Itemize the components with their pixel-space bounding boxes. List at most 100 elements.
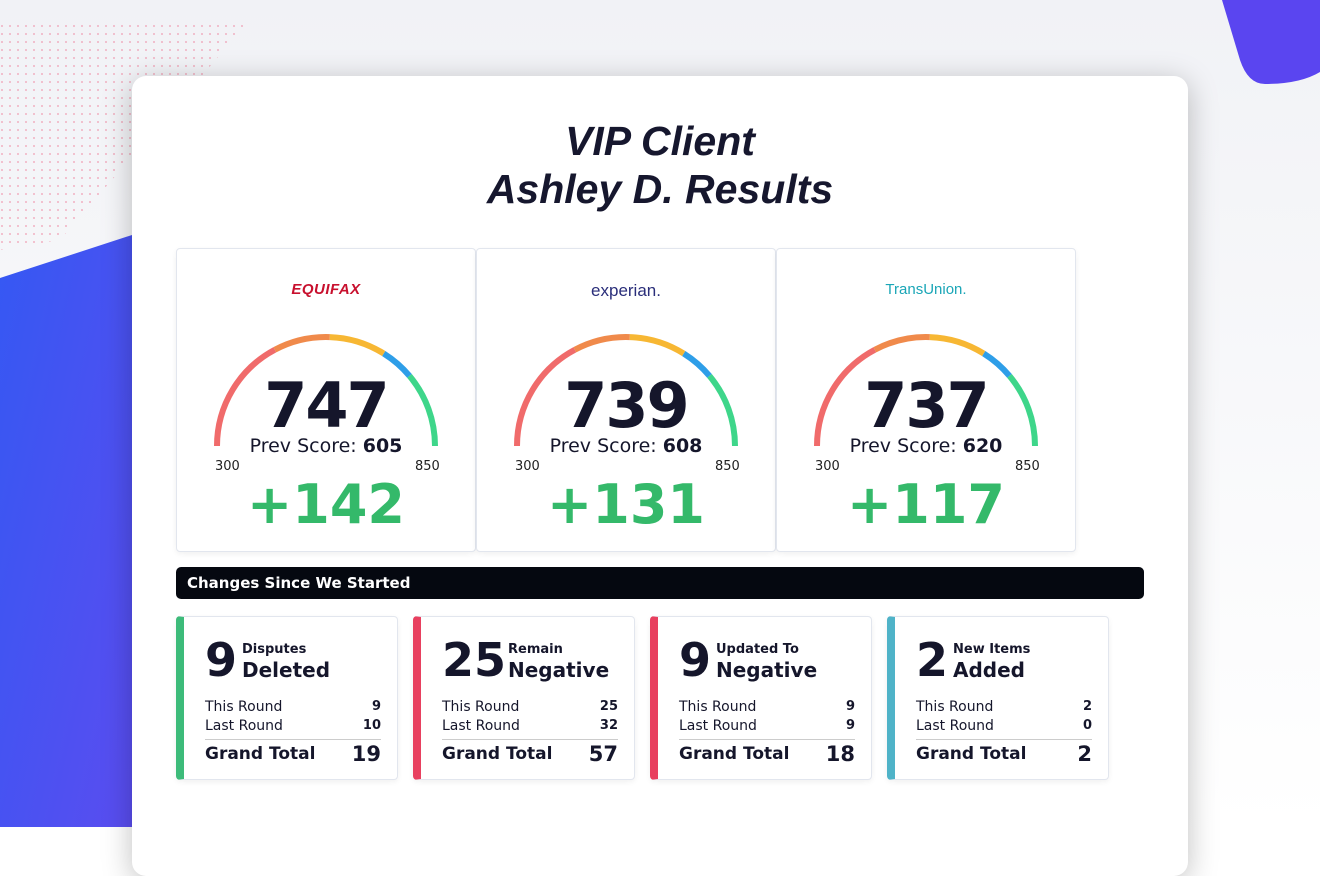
total-label: Grand Total [679,744,790,764]
gauge-segment [1007,374,1038,447]
total-value: 19 [351,742,381,766]
round-row: This Round 25 [442,699,618,715]
bureau-card: EQUIFAX 747 Prev Score: 605 300 850 +142 [176,248,476,552]
score: 737 [864,369,989,442]
page: VIP Client Ashley D. Results EQUIFAX 747 P… [0,0,1320,827]
prev-label: Prev Score: [549,435,657,457]
gauge [814,334,1038,447]
total-label: Grand Total [442,744,553,764]
separator [205,739,381,740]
grand-total: Grand Total 19 [205,742,381,766]
gauge-segment [514,347,577,447]
round-row: Last Round 9 [679,718,855,734]
gauge [514,334,738,447]
bureau-logo: EQUIFAX [291,281,361,298]
label-top: Disputes [242,642,307,657]
total-label: Grand Total [916,744,1027,764]
row-label: This Round [679,699,757,715]
separator [442,739,618,740]
bureau-logo: experian. [591,281,661,300]
label-main: Negative [716,658,818,682]
range-min: 300 [215,459,240,474]
row-label: Last Round [205,718,283,734]
label-top: Updated To [716,642,799,657]
range-min: 300 [515,459,540,474]
prev-value: 620 [962,435,1003,457]
gauge-segment [573,334,630,353]
prev-label: Prev Score: [249,435,357,457]
change-card: 2 New Items Added This Round 2 Last Round 0 Gra… [887,616,1109,780]
total-label: Grand Total [205,744,316,764]
range-max: 850 [1015,459,1040,474]
grand-total: Grand Total 2 [916,742,1092,766]
row-label: Last Round [916,718,994,734]
change-count: 9 [205,633,238,687]
prev-value: 605 [362,435,403,457]
label-main: Deleted [242,658,331,682]
range-max: 850 [415,459,440,474]
change-count: 9 [679,633,712,687]
separator [679,739,855,740]
label-main: Added [953,658,1025,682]
range-max: 850 [715,459,740,474]
round-row: Last Round 0 [916,718,1092,734]
row-value: 9 [845,699,855,714]
gauge-segment [214,347,277,447]
total-value: 2 [1077,742,1092,766]
gauge-segment [407,374,438,447]
row-value: 32 [599,718,618,733]
gauge-segment [814,347,877,447]
grand-total: Grand Total 18 [679,742,855,766]
gauge-segment [382,351,412,378]
row-value: 25 [599,699,618,714]
label-top: New Items [953,642,1031,657]
gauge [214,334,438,447]
row-value: 10 [362,718,381,733]
prev-score: Prev Score: 608 [477,435,775,457]
score-change: +131 [547,473,705,536]
row-label: This Round [916,699,994,715]
round-row: This Round 2 [916,699,1092,715]
gauge-segment [982,351,1012,378]
total-value: 57 [588,742,618,766]
score: 739 [564,369,689,442]
gauge-segment [329,334,386,357]
prev-label: Prev Score: [849,435,957,457]
separator [916,739,1092,740]
row-label: This Round [442,699,520,715]
gauge-segment [707,374,738,447]
change-count: 2 [916,633,949,687]
title: VIP Client [565,118,755,164]
score: 747 [264,369,389,442]
range-min: 300 [815,459,840,474]
gauge-segment [629,334,686,357]
gauge-segment [929,334,986,357]
title: Ashley D. Results [486,166,834,212]
row-value: 9 [845,718,855,733]
gauge-segment [873,334,930,353]
row-label: Last Round [679,718,757,734]
label-top: Remain [508,642,563,657]
gauge-segment [682,351,712,378]
gauge-segment [273,334,330,353]
change-card: 9 Disputes Deleted This Round 9 Last Round 10 G… [176,616,398,780]
round-row: Last Round 32 [442,718,618,734]
change-card: 25 Remain Negative This Round 25 Last Round 32… [413,616,635,780]
row-value: 2 [1082,699,1092,714]
row-label: Last Round [442,718,520,734]
bureau-logo: TransUnion. [885,281,967,298]
round-row: This Round 9 [679,699,855,715]
section-bar: Changes Since We Started [176,567,1144,599]
row-label: This Round [205,699,283,715]
row-value: 0 [1082,718,1092,733]
label-main: Negative [508,658,610,682]
score-change: +142 [247,473,405,536]
results-panel: VIP Client Ashley D. Results EQUIFAX 747 P… [132,76,1188,876]
prev-value: 608 [662,435,703,457]
change-card: 9 Updated To Negative This Round 9 Last Round… [650,616,872,780]
bureau-card: experian. 739 Prev Score: 608 300 850 +131 [476,248,776,552]
change-count: 25 [442,633,507,687]
row-value: 9 [371,699,381,714]
round-row: Last Round 10 [205,718,381,734]
prev-score: Prev Score: 605 [177,435,475,457]
